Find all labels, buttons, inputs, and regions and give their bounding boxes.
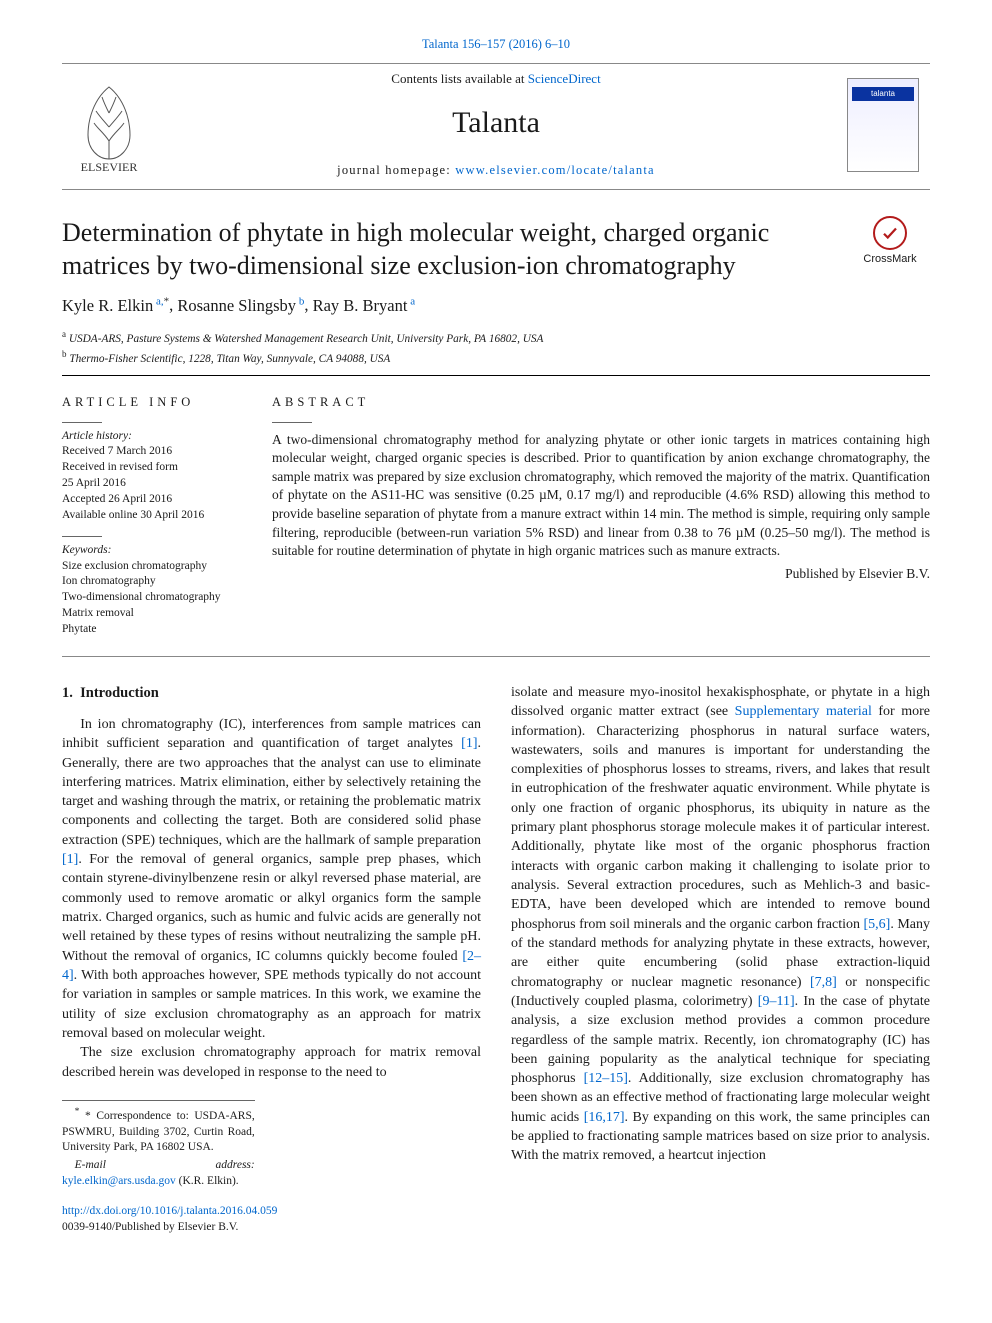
contents-prefix: Contents lists available at bbox=[391, 71, 527, 86]
article-info-block: ARTICLE INFO Article history: Received 7… bbox=[62, 394, 272, 638]
issn-line: 0039-9140/Published by Elsevier B.V. bbox=[62, 1221, 238, 1233]
history-line: Received 7 March 2016 bbox=[62, 444, 250, 460]
article-title: Determination of phytate in high molecul… bbox=[62, 216, 850, 283]
abstract-block: ABSTRACT A two-dimensional chromatograph… bbox=[272, 394, 930, 638]
body-columns: 1. Introduction In ion chromatography (I… bbox=[62, 683, 930, 1192]
cite-link[interactable]: [1] bbox=[461, 736, 477, 751]
doi-block: http://dx.doi.org/10.1016/j.talanta.2016… bbox=[62, 1204, 930, 1236]
abstract-text: A two-dimensional chromatography method … bbox=[272, 431, 930, 561]
email-footnote: E-mail address: kyle.elkin@ars.usda.gov … bbox=[62, 1158, 255, 1190]
cite-link[interactable]: [5,6] bbox=[864, 917, 891, 932]
journal-cover-thumb: talanta bbox=[847, 78, 919, 172]
keyword: Matrix removal bbox=[62, 606, 250, 622]
supp-link[interactable]: Supplementary material bbox=[735, 704, 872, 719]
keyword: Ion chromatography bbox=[62, 574, 250, 590]
crossmark-badge[interactable]: CrossMark bbox=[850, 216, 930, 267]
keyword: Phytate bbox=[62, 622, 250, 638]
cite-link[interactable]: [7,8] bbox=[810, 975, 837, 990]
para: The size exclusion chromatography approa… bbox=[62, 1043, 481, 1082]
publisher-logo-text: ELSEVIER bbox=[81, 160, 138, 173]
para: In ion chromatography (IC), interference… bbox=[62, 715, 481, 1043]
keyword: Two-dimensional chromatography bbox=[62, 590, 250, 606]
homepage-prefix: journal homepage: bbox=[337, 163, 455, 177]
crossmark-icon bbox=[873, 216, 907, 250]
journal-cover-slot: talanta bbox=[836, 78, 930, 172]
doi-link[interactable]: http://dx.doi.org/10.1016/j.talanta.2016… bbox=[62, 1205, 277, 1217]
history-line: Available online 30 April 2016 bbox=[62, 508, 250, 524]
author-1: Kyle R. Elkin a,* bbox=[62, 296, 169, 315]
cite-link[interactable]: [2–4] bbox=[62, 949, 481, 983]
publisher-logo-slot: ELSEVIER bbox=[62, 77, 156, 173]
history-line: 25 April 2016 bbox=[62, 476, 250, 492]
homepage-link[interactable]: www.elsevier.com/locate/talanta bbox=[455, 163, 655, 177]
corr-footnote: * * Correspondence to: USDA-ARS, PSWMRU,… bbox=[62, 1105, 255, 1156]
journal-cover-label: talanta bbox=[852, 87, 914, 101]
homepage-line: journal homepage: www.elsevier.com/locat… bbox=[156, 162, 836, 179]
keywords-label: Keywords: bbox=[62, 543, 250, 559]
cite-link[interactable]: [1] bbox=[62, 852, 78, 867]
running-head-link[interactable]: Talanta 156–157 (2016) 6–10 bbox=[422, 37, 570, 51]
abstract-heading: ABSTRACT bbox=[272, 394, 930, 411]
crossmark-label: CrossMark bbox=[863, 252, 916, 267]
article-info-heading: ARTICLE INFO bbox=[62, 394, 250, 411]
published-by-line: Published by Elsevier B.V. bbox=[272, 565, 930, 584]
history-label: Article history: bbox=[62, 429, 250, 445]
cite-link[interactable]: [16,17] bbox=[584, 1110, 625, 1125]
keyword: Size exclusion chromatography bbox=[62, 559, 250, 575]
journal-banner: ELSEVIER Contents lists available at Sci… bbox=[62, 63, 930, 190]
column-right: isolate and measure myo-inositol hexakis… bbox=[511, 683, 930, 1192]
footnotes: * * Correspondence to: USDA-ARS, PSWMRU,… bbox=[62, 1100, 255, 1190]
para: isolate and measure myo-inositol hexakis… bbox=[511, 683, 930, 1166]
elsevier-tree-logo: ELSEVIER bbox=[64, 77, 154, 173]
cite-link[interactable]: [9–11] bbox=[758, 994, 795, 1009]
title-rule bbox=[62, 375, 930, 376]
history-line: Received in revised form bbox=[62, 460, 250, 476]
history-line: Accepted 26 April 2016 bbox=[62, 492, 250, 508]
author-2: Rosanne Slingsby b bbox=[177, 296, 304, 315]
affiliation-a: a USDA-ARS, Pasture Systems & Watershed … bbox=[62, 328, 930, 347]
running-head: Talanta 156–157 (2016) 6–10 bbox=[62, 36, 930, 53]
author-3: Ray B. Bryant a bbox=[313, 296, 416, 315]
affiliation-b: b Thermo-Fisher Scientific, 1228, Titan … bbox=[62, 348, 930, 367]
cite-link[interactable]: [12–15] bbox=[584, 1071, 628, 1086]
journal-name: Talanta bbox=[156, 102, 836, 143]
section-heading: 1. Introduction bbox=[62, 683, 481, 703]
contents-line: Contents lists available at ScienceDirec… bbox=[156, 70, 836, 88]
email-link[interactable]: kyle.elkin@ars.usda.gov bbox=[62, 1175, 176, 1187]
sciencedirect-link[interactable]: ScienceDirect bbox=[528, 71, 601, 86]
column-left: 1. Introduction In ion chromatography (I… bbox=[62, 683, 481, 1192]
author-list: Kyle R. Elkin a,*, Rosanne Slingsby b, R… bbox=[62, 294, 930, 317]
